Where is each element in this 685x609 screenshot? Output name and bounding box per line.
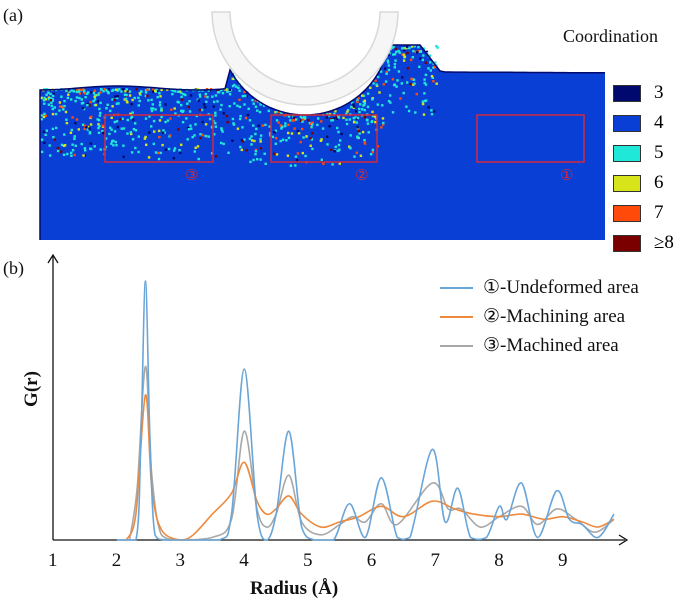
legend-item-2: 5: [613, 142, 664, 164]
md-simulation-image: ③ ② ①: [39, 11, 605, 240]
legend-label: 7: [654, 202, 664, 223]
defect-atoms: [40, 45, 439, 167]
x-tick-label: 8: [494, 550, 504, 571]
y-axis-arrow: [47, 253, 59, 264]
x-tick-label: 7: [430, 550, 441, 571]
legend-label: 4: [654, 112, 664, 133]
legend-label: ①-Undeformed area: [483, 277, 639, 298]
region-box: [476, 114, 585, 163]
coordination-legend-title: Coordination: [563, 26, 658, 46]
x-tick-label: 9: [558, 550, 568, 571]
y-axis-label: G(r): [20, 371, 42, 407]
legend-item-5: ≥8: [613, 232, 674, 254]
x-tick-label: 5: [303, 550, 313, 571]
legend-swatch: [613, 234, 641, 252]
region-label: ③: [185, 166, 198, 184]
legend-item-0: 3: [613, 82, 664, 104]
series-line-3: [128, 365, 615, 541]
tool-icon: [211, 11, 399, 106]
legend-item-4: 7: [613, 202, 664, 224]
legend-swatch: [613, 204, 641, 222]
x-tick-label: 6: [366, 550, 377, 571]
legend-label: 5: [654, 142, 664, 163]
region-box: [270, 114, 378, 163]
series-line-1: [116, 280, 615, 541]
x-tick-label: 4: [239, 550, 249, 571]
panel-a-label: (a): [3, 5, 23, 25]
legend-label: ≥8: [654, 232, 674, 253]
x-tick-label: 1: [48, 550, 58, 571]
legend-swatch: [613, 144, 641, 162]
legend-item-1: 4: [613, 112, 664, 134]
legend-label: 6: [654, 172, 664, 193]
legend-item-3: 6: [613, 172, 664, 194]
region-label: ①: [560, 166, 573, 184]
x-tick-label: 2: [111, 550, 122, 571]
legend-label: ②-Machining area: [483, 306, 626, 327]
x-tick-label: 3: [175, 550, 186, 571]
legend-swatch: [613, 114, 641, 132]
x-axis-label: Radius (Å): [250, 578, 339, 599]
legend-label: 3: [654, 82, 664, 103]
legend-swatch: [613, 84, 641, 102]
legend-swatch: [613, 174, 641, 192]
region-label: ②: [355, 166, 368, 184]
x-axis-arrow: [618, 534, 629, 546]
region-box: [104, 114, 214, 163]
legend-label: ③-Machined area: [483, 335, 619, 356]
series-line-2: [125, 394, 615, 541]
panel-b-label: (b): [3, 258, 24, 278]
